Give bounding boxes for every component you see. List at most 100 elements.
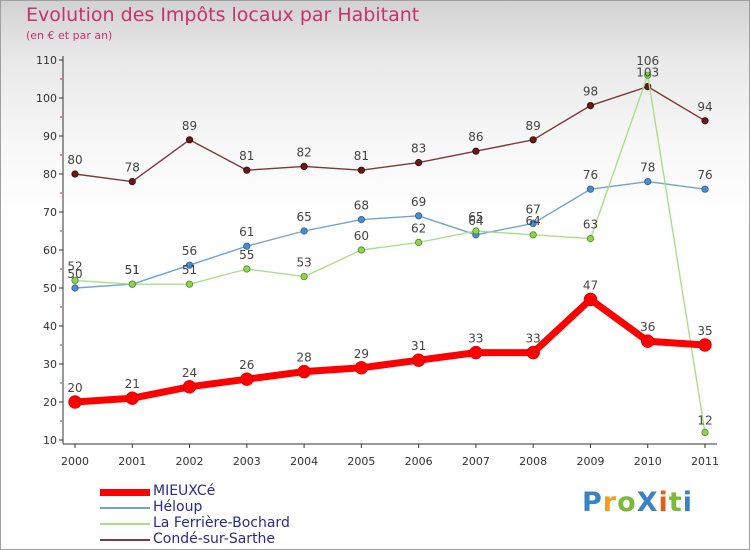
x-tick-label: 2002 <box>176 455 204 468</box>
logo-letter: t <box>668 487 683 518</box>
x-tick-label: 2007 <box>462 455 490 468</box>
legend-swatch <box>100 539 150 541</box>
data-label: 67 <box>526 202 541 216</box>
logo-letter: P <box>582 487 603 518</box>
data-label: 81 <box>354 149 369 163</box>
y-minor-tick <box>60 420 62 422</box>
data-label: 89 <box>182 119 197 133</box>
series-line <box>74 85 706 183</box>
data-point <box>243 242 251 250</box>
x-tick-label: 2010 <box>634 455 662 468</box>
data-label: 31 <box>411 339 426 353</box>
y-tick-label: 20 <box>43 396 57 409</box>
data-point <box>701 117 709 125</box>
x-tick-label: 2006 <box>405 455 433 468</box>
y-minor-tick <box>60 192 62 194</box>
y-tick-label: 40 <box>43 320 57 333</box>
data-label: 51 <box>125 263 140 277</box>
data-point <box>644 178 652 186</box>
y-minor-tick <box>60 382 62 384</box>
proxiti-logo: ProXiti <box>582 487 693 518</box>
y-tick-label: 70 <box>43 206 57 219</box>
logo-letter: X <box>636 487 659 518</box>
data-label: 33 <box>526 332 541 346</box>
data-point <box>240 372 254 386</box>
data-point <box>415 212 423 220</box>
data-point <box>701 428 709 436</box>
x-tick-label: 2005 <box>347 455 375 468</box>
data-point <box>529 136 537 144</box>
y-minor-tick <box>60 306 62 308</box>
series-line <box>74 180 706 289</box>
data-label: 51 <box>125 263 140 277</box>
y-minor-tick <box>60 230 62 232</box>
data-point <box>300 272 308 281</box>
y-minor-tick <box>60 344 62 346</box>
y-minor-tick <box>60 78 62 80</box>
data-point <box>354 361 369 375</box>
data-point <box>472 147 480 155</box>
series-line <box>74 74 706 434</box>
data-point <box>469 345 483 360</box>
data-label: 76 <box>583 168 598 182</box>
data-point <box>128 280 136 288</box>
data-label: 60 <box>354 229 369 243</box>
series-line <box>71 295 709 406</box>
data-label: 12 <box>697 413 712 427</box>
data-label: 65 <box>296 210 311 224</box>
data-point <box>243 166 251 174</box>
data-label: 83 <box>411 142 426 156</box>
legend-swatch <box>100 523 150 525</box>
data-point <box>529 231 537 239</box>
data-label: 65 <box>468 210 483 224</box>
x-tick-label: 2011 <box>691 455 719 468</box>
data-point <box>243 265 251 273</box>
line-chart: 10 20 30 40 50 60 70 80 90 100 110 2000 2001 2002 2003… <box>36 54 719 468</box>
data-label: 82 <box>296 145 311 159</box>
legend-label: MIEUXCé <box>153 483 216 499</box>
data-point <box>300 162 308 170</box>
y-tick-label: 60 <box>43 244 57 257</box>
data-point <box>583 292 598 307</box>
y-minor-tick <box>60 268 62 270</box>
data-point <box>71 170 79 178</box>
data-point <box>300 227 308 235</box>
data-point <box>415 159 423 167</box>
y-tick-label: 90 <box>43 130 57 143</box>
data-point <box>125 391 140 405</box>
data-label: 64 <box>468 214 483 228</box>
y-tick-label: 30 <box>43 358 57 371</box>
data-point <box>586 185 595 193</box>
chart-subtitle: (en € et par an) <box>26 29 113 42</box>
data-label: 33 <box>468 332 483 346</box>
y-tick-label: 10 <box>43 434 57 447</box>
data-point <box>529 219 537 227</box>
x-tick-label: 2001 <box>118 455 146 468</box>
data-point <box>71 284 79 292</box>
data-point <box>701 185 709 193</box>
y-tick-label: 100 <box>36 92 57 105</box>
data-label: 36 <box>640 320 655 334</box>
data-point <box>357 216 365 224</box>
data-label: 28 <box>296 351 311 365</box>
data-label: 62 <box>411 221 426 235</box>
data-label: 52 <box>67 259 82 273</box>
data-point <box>526 345 540 360</box>
logo-letter: o <box>617 487 637 518</box>
data-point <box>586 235 595 243</box>
logo-letter: i <box>658 487 669 518</box>
data-label: 47 <box>583 278 598 292</box>
data-point <box>185 136 194 144</box>
data-point <box>128 178 136 186</box>
legend-swatch <box>100 507 150 509</box>
y-minor-tick <box>60 116 62 118</box>
data-label: 29 <box>354 347 369 361</box>
data-label: 61 <box>239 225 254 239</box>
data-label: 20 <box>67 381 82 395</box>
data-label: 63 <box>583 218 598 232</box>
x-tick-label: 2003 <box>233 455 261 468</box>
data-point <box>357 166 365 174</box>
data-label: 78 <box>640 161 655 175</box>
data-label: 86 <box>468 130 483 144</box>
y-minor-tick <box>60 154 62 156</box>
